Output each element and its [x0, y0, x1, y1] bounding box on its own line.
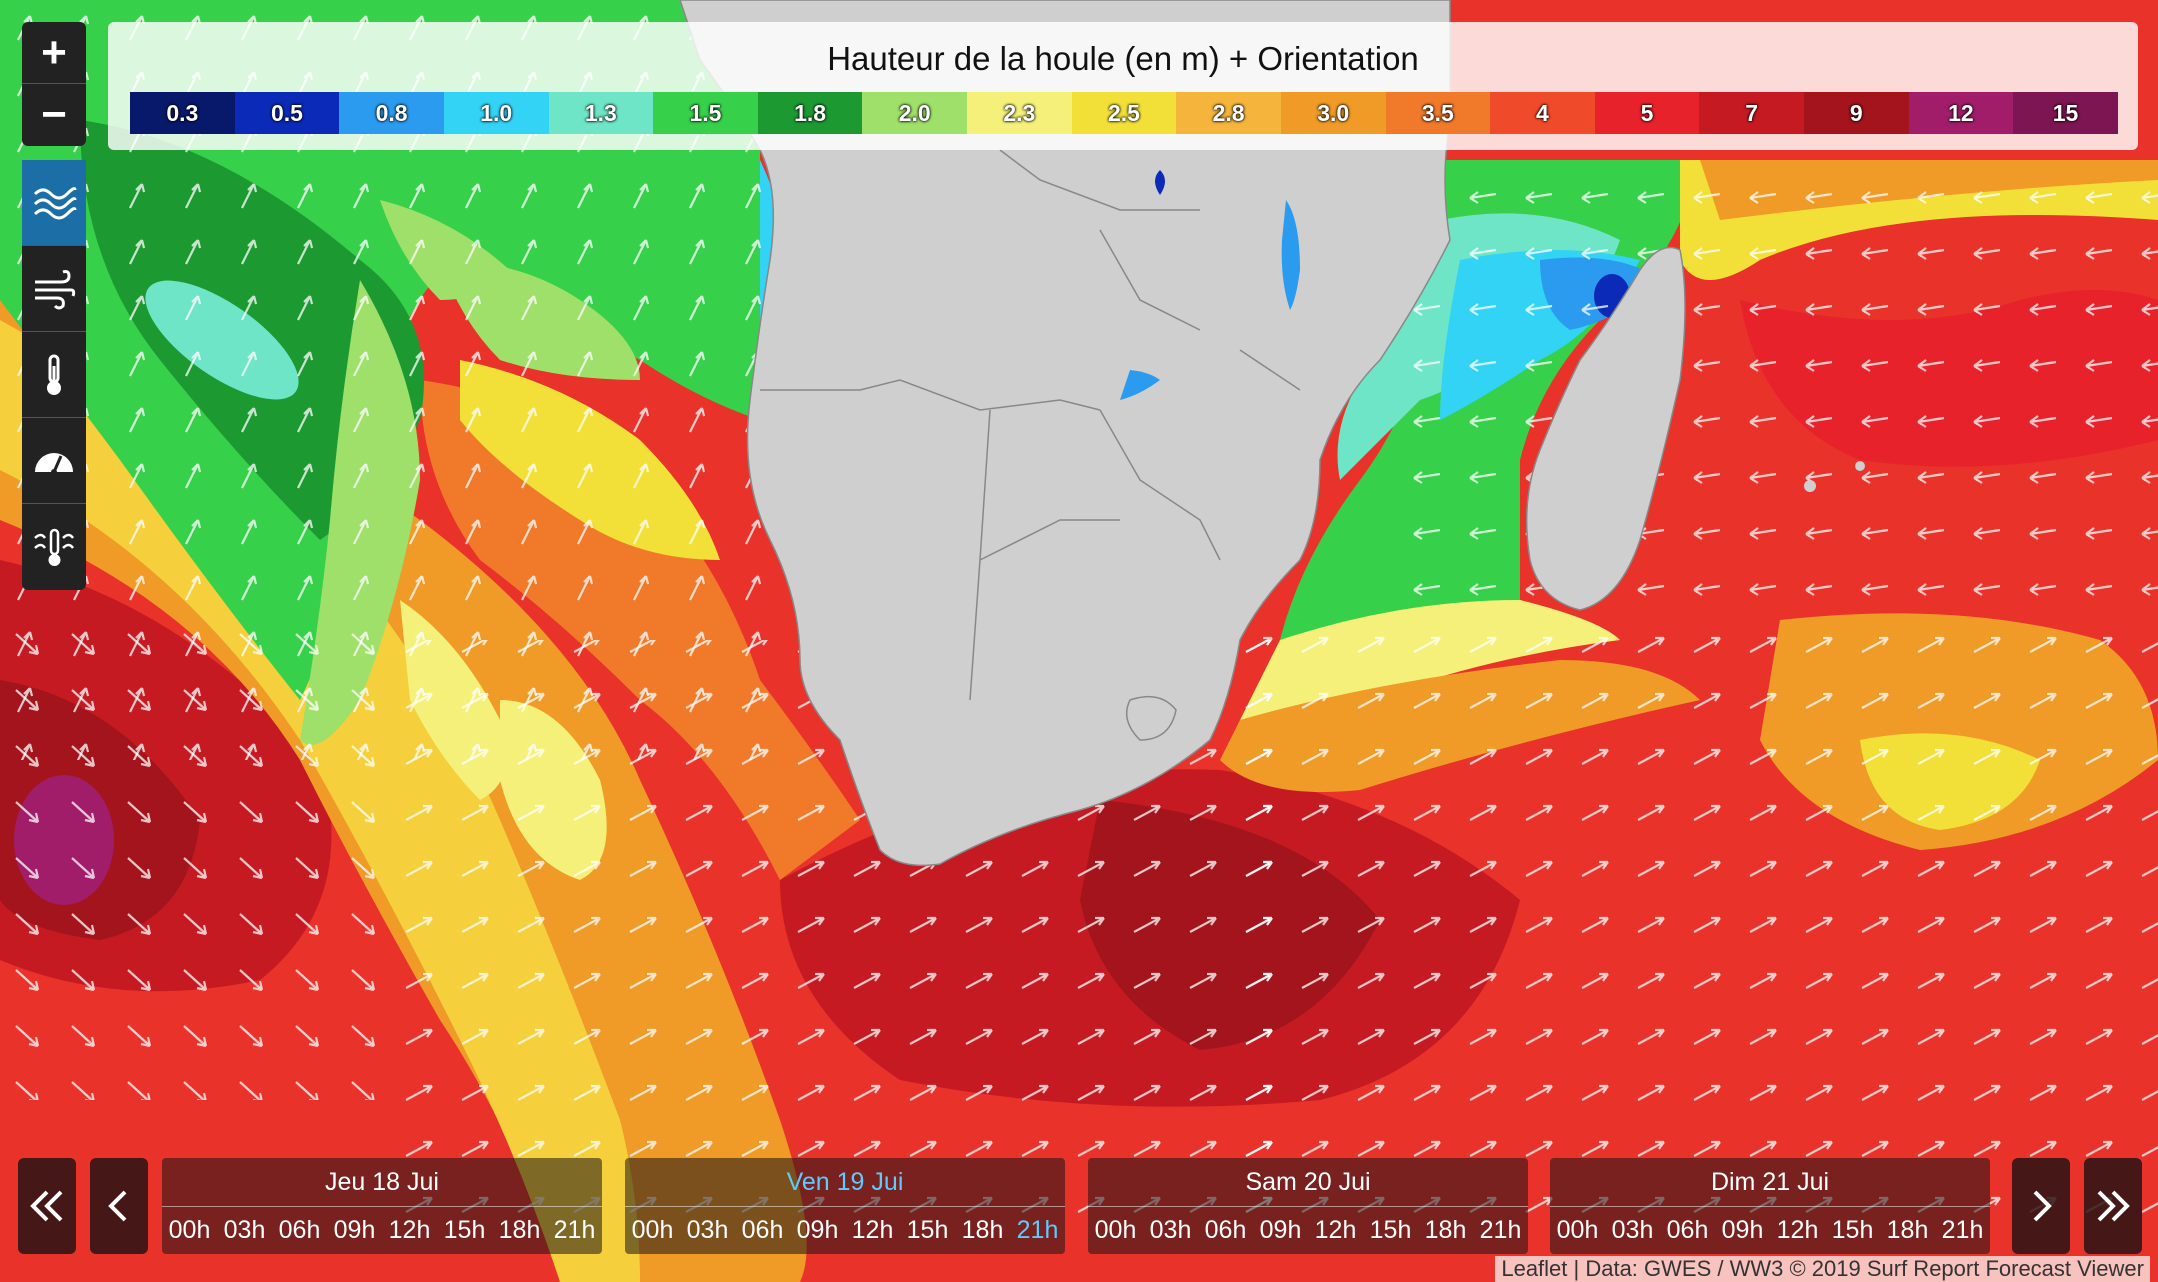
chevron-left-icon [108, 1190, 127, 1222]
legend-swatch: 15 [2013, 92, 2118, 134]
double-chevron-right-icon [2097, 1190, 2130, 1222]
hour-step[interactable]: 12h [1314, 1216, 1357, 1244]
hour-step[interactable]: 12h [851, 1216, 894, 1244]
legend-swatch: 1.3 [548, 92, 654, 134]
hour-step[interactable]: 21h [1941, 1216, 1984, 1244]
next-step-button[interactable] [2012, 1158, 2070, 1254]
hour-step[interactable]: 03h [223, 1216, 266, 1244]
legend-swatch: 2.0 [862, 92, 967, 134]
hour-step[interactable]: 00h [1094, 1216, 1137, 1244]
hour-step[interactable]: 06h [1204, 1216, 1247, 1244]
hour-step[interactable]: 09h [333, 1216, 376, 1244]
hour-step[interactable]: 18h [961, 1216, 1004, 1244]
hour-step[interactable]: 12h [1776, 1216, 1819, 1244]
zoom-in-button[interactable]: + [22, 22, 86, 84]
hour-step[interactable]: 15h [1831, 1216, 1874, 1244]
water-temperature-icon [34, 528, 75, 566]
hour-step[interactable]: 15h [906, 1216, 949, 1244]
legend-swatch: 2.8 [1176, 92, 1281, 134]
legend-swatch: 12 [1908, 92, 2014, 134]
double-chevron-left-icon [30, 1190, 63, 1222]
legend-swatch: 0.8 [339, 92, 444, 134]
timeline-day: Ven 19 Jui 00h 03h 06h 09h 12h 15h 18h 21h [625, 1158, 1065, 1254]
layer-pressure-button[interactable] [22, 418, 86, 504]
hour-step[interactable]: 00h [631, 1216, 674, 1244]
legend-title: Hauteur de la houle (en m) + Orientation [827, 40, 1419, 77]
day-label[interactable]: Dim 21 Jui [1550, 1158, 1990, 1207]
day-label[interactable]: Jeu 18 Jui [162, 1158, 602, 1207]
layer-toolbar [22, 160, 86, 590]
hour-step[interactable]: 06h [1666, 1216, 1709, 1244]
hour-list: 00h 03h 06h 09h 12h 15h 18h 21h [625, 1207, 1065, 1254]
timeline-day: Jeu 18 Jui 00h 03h 06h 09h 12h 15h 18h 21h [162, 1158, 602, 1254]
legend-swatch: 3.0 [1280, 92, 1386, 134]
hour-step[interactable]: 03h [1149, 1216, 1192, 1244]
layer-swell-button[interactable] [22, 160, 86, 246]
pressure-gauge-icon [35, 452, 73, 475]
hour-list: 00h 03h 06h 09h 12h 15h 18h 21h [1550, 1207, 1990, 1254]
hour-step[interactable]: 09h [1721, 1216, 1764, 1244]
legend-swatch: 2.5 [1071, 92, 1177, 134]
wind-icon [35, 269, 76, 309]
hour-step[interactable]: 15h [443, 1216, 486, 1244]
hour-list: 00h 03h 06h 09h 12h 15h 18h 21h [1088, 1207, 1528, 1254]
first-step-button[interactable] [18, 1158, 76, 1254]
legend-swatch: 9 [1804, 92, 1909, 134]
legend-swatch: 7 [1699, 92, 1804, 134]
day-label[interactable]: Sam 20 Jui [1088, 1158, 1528, 1207]
legend-swatch: 2.3 [967, 92, 1072, 134]
hour-step[interactable]: 09h [796, 1216, 839, 1244]
hour-step[interactable]: 03h [686, 1216, 729, 1244]
swell-icon [33, 186, 77, 219]
hour-step[interactable]: 18h [1424, 1216, 1467, 1244]
legend-swatch: 1.5 [653, 92, 758, 134]
hour-step[interactable]: 06h [741, 1216, 784, 1244]
chevron-right-icon [2033, 1190, 2052, 1222]
legend-swatch: 0.5 [234, 92, 340, 134]
temperature-icon [47, 354, 61, 395]
last-step-button[interactable] [2084, 1158, 2142, 1254]
hour-step[interactable]: 21h [1479, 1216, 1522, 1244]
legend-swatch: 0.3 [130, 92, 235, 134]
previous-step-button[interactable] [90, 1158, 148, 1254]
legend-panel: Hauteur de la houle (en m) + Orientation… [108, 22, 2138, 150]
layer-temperature-button[interactable] [22, 332, 86, 418]
hour-step[interactable]: 12h [388, 1216, 431, 1244]
zoom-out-button[interactable]: − [41, 90, 67, 139]
hour-step[interactable]: 18h [498, 1216, 541, 1244]
legend-swatch: 1.8 [757, 92, 863, 134]
hour-step[interactable]: 21h [553, 1216, 596, 1244]
layer-wind-button[interactable] [22, 246, 86, 332]
hour-step[interactable]: 09h [1259, 1216, 1302, 1244]
layer-water-temperature-button[interactable] [22, 504, 86, 590]
legend-swatch: 5 [1594, 92, 1700, 134]
map-attribution[interactable]: Leaflet | Data: GWES / WW3 © 2019 Surf R… [1495, 1256, 2150, 1282]
day-label[interactable]: Ven 19 Jui [625, 1158, 1065, 1207]
timeline-day: Dim 21 Jui 00h 03h 06h 09h 12h 15h 18h 21h [1550, 1158, 1990, 1254]
zoom-control: + − [22, 22, 86, 146]
hour-step[interactable]: 03h [1611, 1216, 1654, 1244]
hour-step[interactable]: 00h [1556, 1216, 1599, 1244]
hour-step[interactable]: 06h [278, 1216, 321, 1244]
hour-list: 00h 03h 06h 09h 12h 15h 18h 21h [162, 1207, 602, 1254]
legend-swatch: 1.0 [443, 92, 549, 134]
timeline-day: Sam 20 Jui 00h 03h 06h 09h 12h 15h 18h 21h [1088, 1158, 1528, 1254]
hour-step[interactable]: 00h [168, 1216, 211, 1244]
hour-step[interactable]: 18h [1886, 1216, 1929, 1244]
legend-scale: 0.3 0.5 0.8 1.0 1.3 1.5 1.8 2.0 2.3 2.5 2.8 3.0 3.5 4… [130, 92, 2118, 134]
legend-swatch: 3.5 [1385, 92, 1491, 134]
hour-step[interactable]: 15h [1369, 1216, 1412, 1244]
hour-step[interactable]: 21h [1016, 1216, 1059, 1244]
legend-swatch: 4 [1490, 92, 1595, 134]
